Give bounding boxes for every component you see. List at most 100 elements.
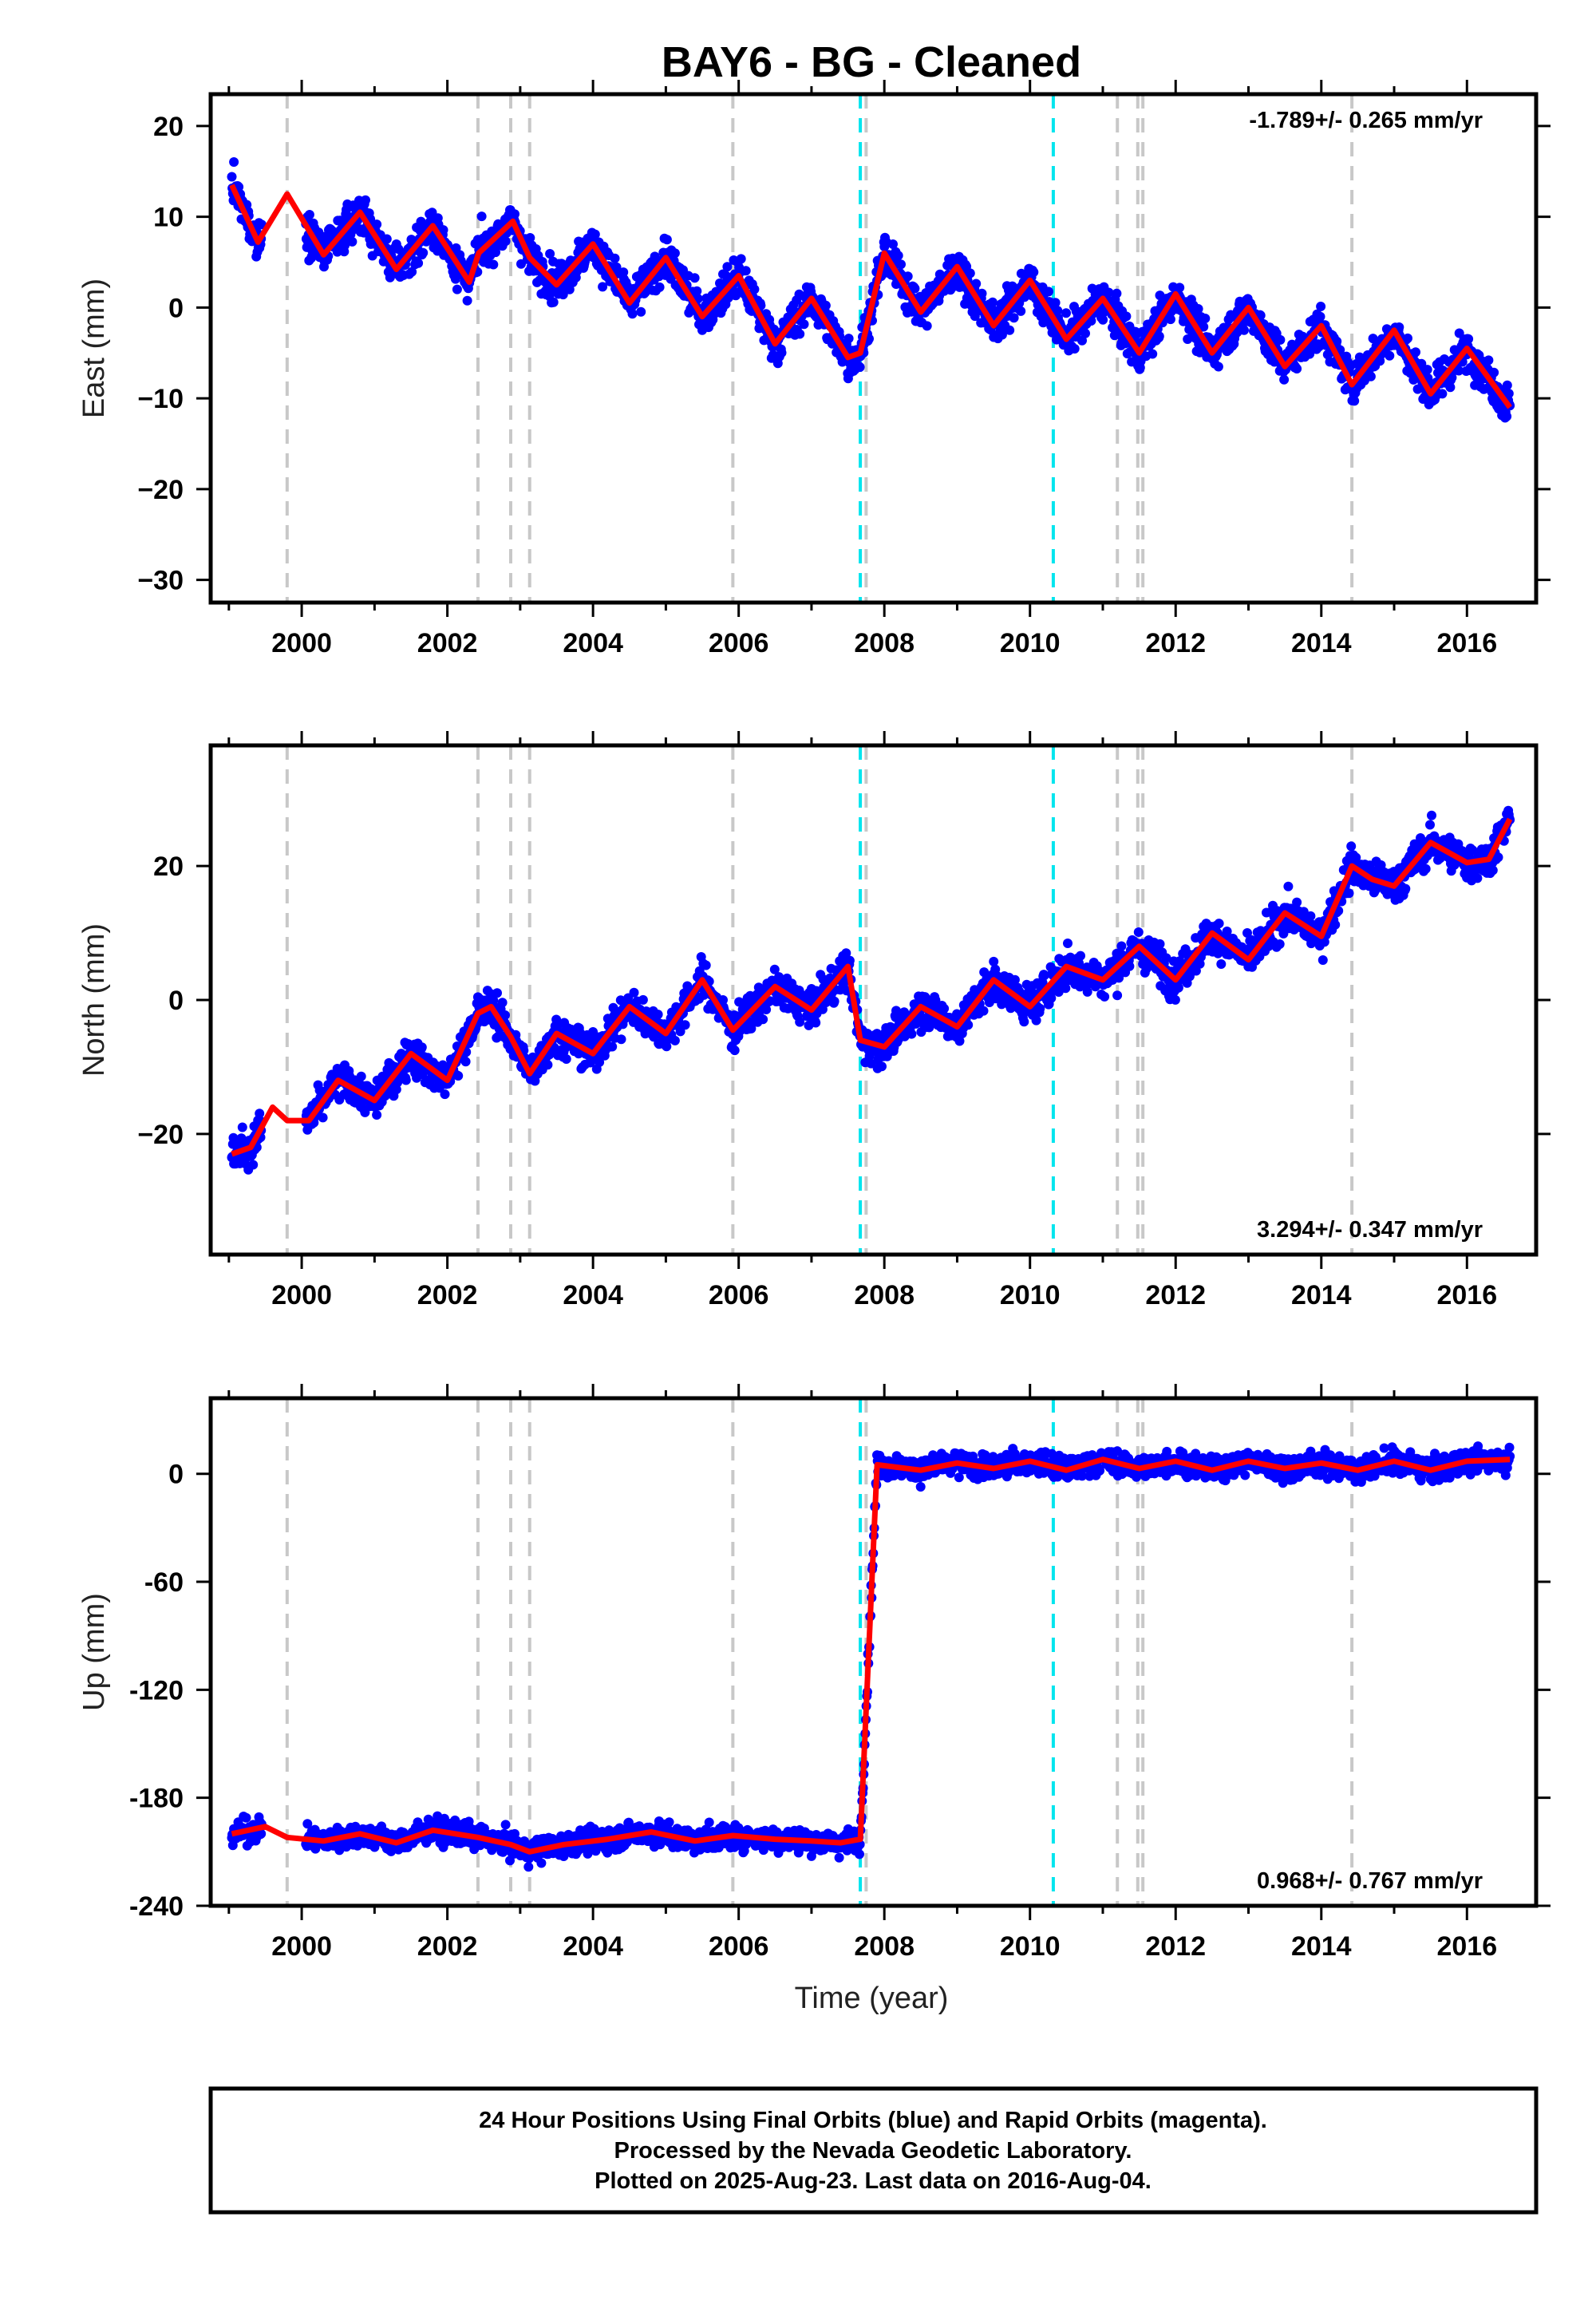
data-point — [1061, 983, 1071, 994]
data-point — [1346, 841, 1357, 852]
data-point — [361, 195, 370, 205]
data-point — [1483, 355, 1494, 366]
data-point — [460, 1057, 471, 1067]
data-point — [758, 1014, 768, 1025]
x-tick-label: 2008 — [854, 1280, 915, 1310]
data-point — [1239, 325, 1249, 335]
data-point — [1216, 959, 1227, 969]
x-tick-label: 2016 — [1436, 1280, 1497, 1310]
data-point — [1082, 986, 1092, 997]
data-point — [417, 1042, 427, 1053]
model-line — [231, 817, 1513, 1157]
data-point — [1175, 283, 1185, 293]
data-point — [795, 1017, 805, 1027]
data-point — [722, 262, 733, 272]
data-point — [525, 233, 535, 243]
velocity-label: 3.294+/- 0.347 mm/yr — [1257, 1217, 1483, 1243]
data-point — [548, 297, 559, 307]
data-point — [1046, 993, 1057, 1003]
data-point — [1116, 941, 1127, 951]
x-tick-label: 2004 — [563, 1280, 623, 1310]
data-point — [248, 1160, 259, 1170]
data-point — [989, 956, 999, 966]
data-point — [1489, 367, 1499, 377]
data-point — [372, 219, 382, 230]
data-point — [476, 211, 487, 222]
data-point — [1200, 314, 1211, 323]
data-point — [997, 330, 1007, 340]
data-point — [500, 1010, 510, 1020]
data-point — [1155, 939, 1165, 949]
data-point — [1124, 961, 1135, 971]
data-point — [749, 284, 760, 294]
data-point — [670, 1035, 680, 1045]
data-point — [954, 1036, 965, 1046]
data-point — [488, 259, 499, 270]
y-tick-label: −20 — [137, 1120, 184, 1150]
data-point — [1503, 389, 1514, 399]
data-point — [1385, 350, 1395, 361]
data-point — [1053, 306, 1063, 316]
data-point — [1009, 974, 1020, 985]
x-tick-label: 2012 — [1145, 1280, 1206, 1310]
data-point — [965, 268, 975, 279]
x-tick-label: 2010 — [1000, 1280, 1061, 1310]
x-tick-label: 2012 — [1145, 628, 1206, 658]
data-point — [418, 247, 429, 258]
data-point — [1351, 852, 1361, 863]
x-tick-label: 2000 — [271, 628, 332, 658]
data-point — [543, 1060, 553, 1070]
data-point — [1112, 288, 1122, 298]
data-point — [1274, 939, 1285, 949]
data-point — [920, 993, 930, 1003]
x-tick-label: 2006 — [709, 628, 769, 658]
data-point — [598, 282, 608, 292]
data-point — [1317, 955, 1328, 965]
data-point — [610, 253, 620, 263]
data-point — [1100, 991, 1110, 1002]
data-point — [662, 235, 672, 245]
data-point — [1425, 820, 1435, 830]
data-point — [1279, 374, 1290, 385]
data-point — [1035, 1003, 1045, 1014]
data-point — [462, 295, 472, 306]
plot-frame — [208, 92, 1539, 605]
data-point — [302, 1819, 313, 1829]
y-axis-label: North (mm) — [77, 923, 111, 1077]
data-point — [692, 286, 702, 296]
data-point — [1104, 287, 1114, 298]
data-point — [689, 273, 700, 283]
data-point — [746, 1023, 757, 1034]
data-point — [229, 157, 239, 167]
data-point — [987, 297, 998, 307]
data-point — [841, 948, 851, 958]
data-point — [736, 254, 746, 264]
y-tick-label: −10 — [137, 384, 184, 414]
data-point — [356, 1071, 366, 1081]
x-tick-label: 2002 — [417, 1280, 478, 1310]
data-point — [1332, 336, 1342, 346]
data-point — [256, 1828, 267, 1839]
data-point — [629, 987, 639, 998]
data-point — [670, 248, 680, 259]
data-point — [811, 1018, 821, 1028]
y-tick-label: −30 — [137, 566, 184, 596]
data-point — [616, 1034, 626, 1045]
data-point — [1173, 982, 1183, 993]
x-tick-label: 2006 — [709, 1280, 769, 1310]
x-tick-label: 2010 — [1000, 628, 1061, 658]
data-point — [1016, 306, 1026, 316]
data-point — [978, 1006, 989, 1016]
panel-east: 2000 2002 2004 2006 2008 2010 2012 2014 20162010… — [77, 80, 1551, 658]
y-tick-label: 10 — [153, 203, 184, 233]
data-point — [1464, 334, 1474, 344]
data-point — [1161, 953, 1171, 963]
data-point — [1133, 927, 1144, 937]
data-point — [1193, 304, 1203, 314]
data-point — [1076, 951, 1085, 961]
data-point — [1077, 335, 1087, 346]
data-point — [1468, 845, 1478, 856]
x-tick-label: 2014 — [1291, 628, 1352, 658]
data-point — [1365, 371, 1376, 381]
